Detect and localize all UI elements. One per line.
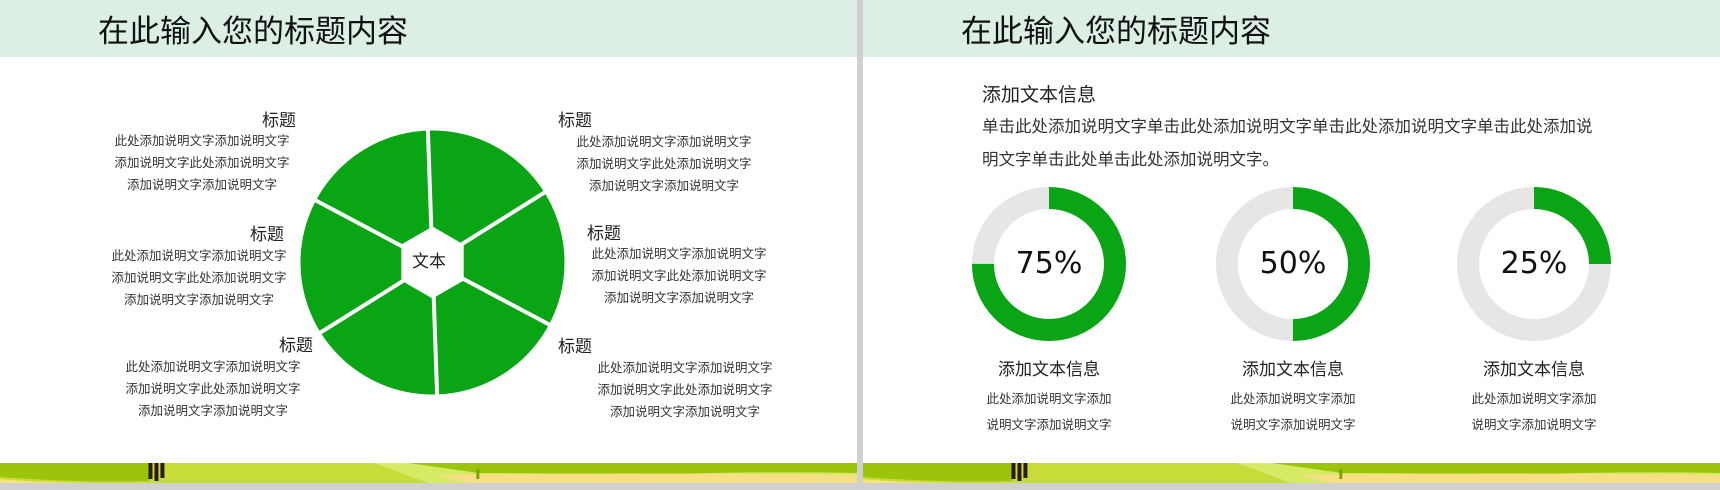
- center-hexagon: [401, 226, 464, 299]
- block-text-line: 此处添加说明文字添加说明文字: [111, 248, 287, 263]
- block-title: 标题: [558, 337, 592, 357]
- ring-fill: [1216, 187, 1370, 341]
- block-text-line: 添加说明文字此处添加说明文字: [114, 155, 290, 170]
- center-label: 文本: [412, 252, 446, 272]
- block-text-line: 添加说明文字此处添加说明文字: [597, 382, 773, 397]
- paragraph-line-2: 明文字单击此处单击此处添加说明文字。: [982, 150, 1279, 169]
- block-text-line: 添加说明文字添加说明文字: [126, 177, 277, 192]
- block-text-line: 添加说明文字添加说明文字: [588, 178, 739, 193]
- block-text-line: 添加说明文字添加说明文字: [123, 292, 274, 307]
- ring-fill: [972, 187, 1126, 341]
- ring-title: 添加文本信息: [998, 360, 1100, 380]
- block-text-line: 此处添加说明文字添加说明文字: [597, 360, 773, 375]
- ring-percent-label: 75%: [1015, 246, 1083, 281]
- ring-text-line: 说明文字添加说明文字: [1230, 417, 1356, 432]
- paragraph-line-1: 单击此处添加说明文字单击此处添加说明文字单击此处添加说明文字单击此处添加说: [982, 117, 1593, 136]
- block-text-line: 此处添加说明文字添加说明文字: [591, 246, 767, 261]
- block-text-line: 添加说明文字此处添加说明文字: [591, 268, 767, 283]
- ring-text-line: 此处添加说明文字添加: [986, 391, 1112, 406]
- slide-title: 在此输入您的标题内容: [961, 14, 1271, 50]
- ground-decoration: [0, 463, 857, 483]
- block-text-line: 添加说明文字此处添加说明文字: [111, 270, 287, 285]
- block-text-line: 添加说明文字添加说明文字: [609, 404, 760, 419]
- block-text-line: 添加说明文字此处添加说明文字: [125, 381, 301, 396]
- block-text-line: 添加说明文字添加说明文字: [603, 290, 754, 305]
- block-text-line: 此处添加说明文字添加说明文字: [125, 359, 301, 374]
- block-title: 标题: [279, 336, 313, 356]
- slide-title: 在此输入您的标题内容: [98, 14, 408, 50]
- hexagon-wheel-diagram: [300, 122, 565, 403]
- slide-1[interactable]: 在此输入您的标题内容 文本 标题 此处添加说明文字添加说明文字 添加说明文字此处添加…: [0, 0, 857, 483]
- ring-title: 添加文本信息: [1483, 360, 1585, 380]
- block-text-line: 此处添加说明文字添加说明文字: [114, 133, 290, 148]
- ring-text-line: 此处添加说明文字添加: [1471, 391, 1597, 406]
- block-text-line: 此处添加说明文字添加说明文字: [576, 134, 752, 149]
- ring-text-line: 此处添加说明文字添加: [1230, 391, 1356, 406]
- header-band: [863, 0, 1720, 57]
- block-title: 标题: [250, 225, 284, 245]
- block-text-line: 添加说明文字添加说明文字: [137, 403, 288, 418]
- ring-percent-label: 25%: [1500, 246, 1568, 281]
- ring-title: 添加文本信息: [1242, 360, 1344, 380]
- block-title: 标题: [587, 224, 621, 244]
- header-band: [0, 0, 857, 57]
- progress-ring: [1216, 187, 1370, 341]
- ring-text-line: 说明文字添加说明文字: [1471, 417, 1597, 432]
- block-text-line: 添加说明文字此处添加说明文字: [576, 156, 752, 171]
- section-heading: 添加文本信息: [982, 84, 1097, 106]
- progress-ring: [1457, 187, 1611, 341]
- block-title: 标题: [262, 111, 296, 131]
- ring-text-line: 说明文字添加说明文字: [986, 417, 1112, 432]
- ring-fill: [1457, 187, 1611, 341]
- ring-percent-label: 50%: [1259, 246, 1327, 281]
- block-title: 标题: [558, 111, 592, 131]
- slide-2[interactable]: 在此输入您的标题内容 添加文本信息 单击此处添加说明文字单击此处添加说明文字单击…: [863, 0, 1720, 483]
- ground-decoration: [863, 463, 1720, 483]
- progress-ring: [972, 187, 1126, 341]
